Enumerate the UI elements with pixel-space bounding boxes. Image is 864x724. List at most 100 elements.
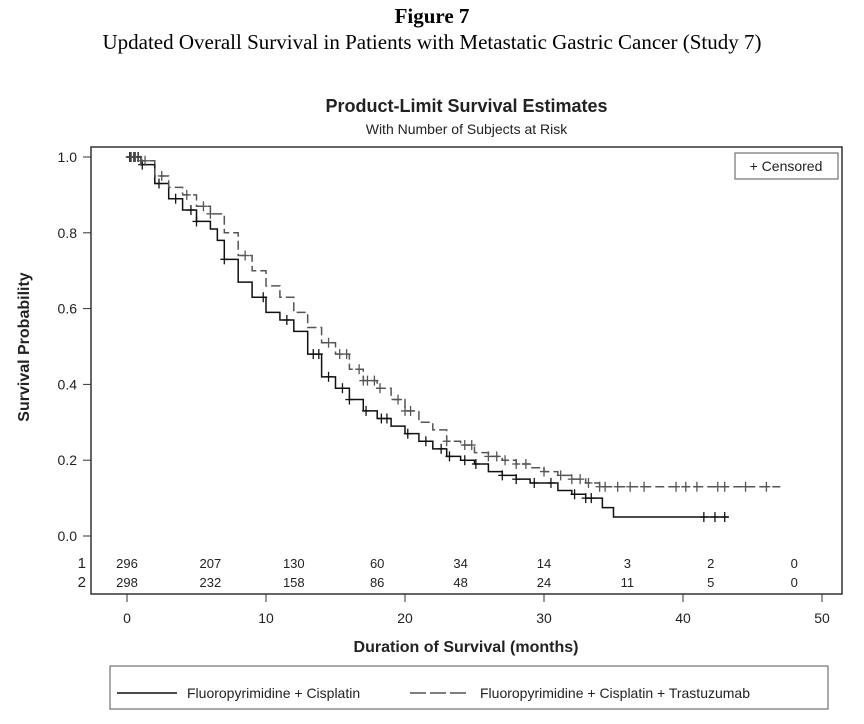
figure-label: Figure 7 — [394, 4, 470, 28]
censor-mark-series-2 — [206, 208, 215, 219]
x-tick-label: 10 — [258, 610, 274, 626]
at-risk-table: 1 296 207 130 60 34 14 3 2 0 2 298 232 158 86 48 24 11 5 0 — [78, 555, 798, 591]
censor-mark-series-1 — [345, 394, 354, 405]
y-tick-label: 0.0 — [58, 528, 78, 544]
legend-label-series-2: Fluoropyrimidine + Cisplatin + Trastuzum… — [480, 685, 750, 701]
censor-mark-series-2 — [363, 375, 372, 386]
censor-mark-series-1 — [587, 493, 596, 504]
censor-mark-series-1 — [220, 254, 229, 265]
at-risk-count: 86 — [370, 575, 384, 590]
at-risk-count: 0 — [791, 575, 798, 590]
censor-mark-series-1 — [259, 292, 268, 303]
censor-mark-series-2 — [713, 481, 722, 492]
censor-mark-series-1 — [498, 470, 507, 481]
x-tick-label: 30 — [536, 610, 552, 626]
legend-label-series-1: Fluoropyrimidine + Cisplatin — [187, 685, 360, 701]
at-risk-row-label: 2 — [78, 574, 86, 591]
censor-mark-series-2 — [141, 155, 150, 166]
censor-mark-series-2 — [567, 474, 576, 485]
x-tick-label: 20 — [397, 610, 413, 626]
censor-mark-series-2 — [626, 481, 635, 492]
censor-mark-series-1 — [362, 405, 371, 416]
at-risk-count: 207 — [200, 556, 222, 571]
censor-mark-series-2 — [467, 440, 476, 451]
x-tick-label: 50 — [814, 610, 830, 626]
chart-subtitle: With Number of Subjects at Risk — [365, 121, 568, 137]
censor-mark-series-2 — [406, 405, 415, 416]
censor-mark-series-1 — [314, 349, 323, 360]
at-risk-count: 298 — [116, 575, 138, 590]
y-tick-label: 0.2 — [58, 452, 78, 468]
censor-mark-series-2 — [613, 481, 622, 492]
censored-legend: + Censored — [734, 152, 839, 180]
censored-legend-box — [734, 152, 839, 180]
figure-caption: Updated Overall Survival in Patients wit… — [102, 30, 762, 54]
censor-mark-series-1 — [421, 436, 430, 447]
censor-mark-series-2 — [672, 481, 681, 492]
censored-legend-text: + Censored — [750, 158, 823, 174]
at-risk-count: 60 — [370, 556, 384, 571]
censor-mark-series-2 — [442, 436, 451, 447]
censor-mark-series-1 — [382, 413, 391, 424]
censor-mark-series-2 — [131, 152, 140, 162]
censor-mark-series-1 — [171, 193, 180, 204]
censor-mark-series-2 — [556, 470, 565, 481]
censor-mark-series-1 — [720, 512, 729, 523]
censor-mark-series-1 — [546, 477, 555, 488]
censor-mark-series-2 — [375, 383, 384, 394]
censor-mark-series-2 — [182, 189, 191, 200]
censor-mark-series-1 — [403, 428, 412, 439]
censor-mark-series-1 — [186, 205, 195, 216]
at-risk-count: 3 — [624, 556, 631, 571]
censor-mark-series-2 — [335, 349, 344, 360]
censor-mark-series-2 — [584, 477, 593, 488]
censor-mark-series-2 — [241, 250, 250, 261]
censor-mark-series-1 — [154, 178, 163, 189]
at-risk-count: 48 — [453, 575, 467, 590]
censor-mark-series-1 — [570, 489, 579, 500]
plot-frame — [90, 146, 843, 595]
censor-mark-series-2 — [355, 364, 364, 375]
censor-mark-series-2 — [681, 481, 690, 492]
censor-mark-series-2 — [492, 451, 501, 462]
x-axis: 0 10 20 30 40 50 — [123, 594, 830, 626]
chart-title: Product-Limit Survival Estimates — [325, 96, 608, 116]
at-risk-count: 232 — [200, 575, 222, 590]
censor-mark-series-2 — [394, 394, 403, 405]
censor-mark-series-2 — [501, 455, 510, 466]
censor-marks — [125, 152, 771, 523]
censor-mark-series-2 — [521, 458, 530, 469]
censor-mark-series-2 — [741, 481, 750, 492]
survival-curves — [127, 156, 781, 518]
y-tick-label: 0.8 — [58, 225, 78, 241]
censor-mark-series-1 — [445, 451, 454, 462]
y-tick-label: 0.6 — [58, 301, 78, 317]
at-risk-row-label: 1 — [78, 555, 86, 572]
x-tick-label: 0 — [123, 610, 131, 626]
censor-mark-series-1 — [460, 455, 469, 466]
survival-curve-1 — [127, 156, 729, 518]
censor-mark-series-1 — [324, 371, 333, 382]
censor-mark-series-1 — [699, 512, 708, 523]
survival-curve-2 — [127, 156, 781, 488]
y-axis: 0.0 0.2 0.4 0.6 0.8 1.0 — [58, 149, 91, 544]
series-legend-box — [109, 665, 829, 710]
censor-mark-series-2 — [324, 337, 333, 348]
at-risk-count: 14 — [537, 556, 551, 571]
censor-mark-series-1 — [437, 443, 446, 454]
censor-mark-series-1 — [471, 458, 480, 469]
at-risk-count: 0 — [791, 556, 798, 571]
censor-mark-series-1 — [530, 477, 539, 488]
censor-mark-series-2 — [640, 481, 649, 492]
censor-mark-series-2 — [370, 375, 379, 386]
censor-mark-series-2 — [342, 349, 351, 360]
at-risk-count: 34 — [453, 556, 467, 571]
censor-mark-series-1 — [192, 216, 201, 227]
censor-mark-series-2 — [540, 466, 548, 477]
censor-mark-series-2 — [720, 481, 729, 492]
at-risk-count: 158 — [283, 575, 305, 590]
censor-mark-series-2 — [512, 458, 521, 469]
y-tick-label: 0.4 — [58, 376, 78, 392]
at-risk-count: 5 — [707, 575, 714, 590]
